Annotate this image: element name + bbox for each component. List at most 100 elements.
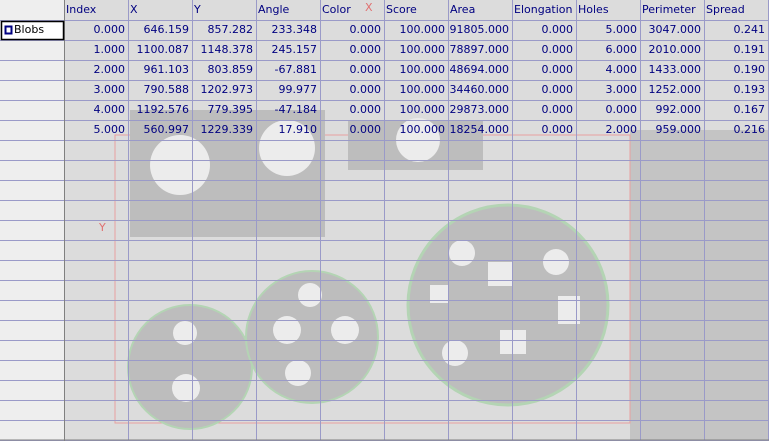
cell-value: 2.000 <box>94 63 126 76</box>
image-dark-region <box>630 130 769 441</box>
cell-value: 1229.339 <box>201 123 254 136</box>
cell-value: 0.167 <box>734 103 766 116</box>
cell-value: 779.395 <box>208 103 254 116</box>
cell-value: 245.157 <box>272 43 318 56</box>
image-hole <box>150 135 210 195</box>
cell-value: 0.000 <box>350 103 382 116</box>
image-hole <box>442 340 468 366</box>
cell-value: 4.000 <box>94 103 126 116</box>
image-hole <box>449 240 475 266</box>
image-hole <box>543 249 569 275</box>
image-hole <box>259 120 315 176</box>
cell-value: 3.000 <box>606 83 638 96</box>
cell-value: 233.348 <box>272 23 318 36</box>
cell-value: 790.588 <box>144 83 190 96</box>
cell-value: 0.000 <box>350 123 382 136</box>
image-hole <box>172 374 200 402</box>
cell-value: 78897.000 <box>450 43 510 56</box>
column-header: Holes <box>578 3 609 16</box>
column-header: Area <box>450 3 475 16</box>
cell-value: 857.282 <box>208 23 254 36</box>
cell-value: 100.000 <box>400 123 446 136</box>
cell-value: 961.103 <box>144 63 190 76</box>
cell-value: 1202.973 <box>201 83 254 96</box>
column-header: Color <box>322 3 351 16</box>
column-header: Spread <box>706 3 745 16</box>
column-header: Perimeter <box>642 3 696 16</box>
image-hole <box>488 262 512 286</box>
cell-value: 6.000 <box>606 43 638 56</box>
cell-value: 100.000 <box>400 63 446 76</box>
image-hole <box>558 296 580 324</box>
cell-value: 100.000 <box>400 83 446 96</box>
cell-value: 1.000 <box>94 43 126 56</box>
cell-value: 0.000 <box>350 83 382 96</box>
cell-value: 3047.000 <box>649 23 702 36</box>
image-hole <box>331 316 359 344</box>
cell-value: 1148.378 <box>201 43 254 56</box>
cell-value: 5.000 <box>94 123 126 136</box>
cell-value: -67.881 <box>275 63 317 76</box>
image-hole <box>430 285 448 303</box>
cell-value: 0.241 <box>734 23 766 36</box>
cell-value: 0.000 <box>606 103 638 116</box>
cell-value: 0.191 <box>734 43 766 56</box>
cell-value: 100.000 <box>400 43 446 56</box>
cell-value: 2.000 <box>606 123 638 136</box>
cell-value: 0.000 <box>542 23 574 36</box>
image-x-axis-label: X <box>365 1 373 14</box>
cell-value: 560.997 <box>144 123 190 136</box>
cell-value: 0.000 <box>542 123 574 136</box>
cell-value: 4.000 <box>606 63 638 76</box>
cell-value: 100.000 <box>400 103 446 116</box>
image-hole <box>298 283 322 307</box>
cell-value: 0.190 <box>734 63 766 76</box>
cell-value: 959.000 <box>656 123 702 136</box>
cell-value: 0.216 <box>734 123 766 136</box>
cell-value: 1192.576 <box>137 103 190 116</box>
column-header: Score <box>386 3 417 16</box>
cell-value: 0.000 <box>350 43 382 56</box>
cell-value: 0.000 <box>542 63 574 76</box>
cell-value: 2010.000 <box>649 43 702 56</box>
row-label-cell <box>0 20 65 41</box>
cell-value: 29873.000 <box>450 103 510 116</box>
cell-value: 0.193 <box>734 83 766 96</box>
cell-value: 18254.000 <box>450 123 510 136</box>
column-header: X <box>130 3 138 16</box>
cell-value: 0.000 <box>350 63 382 76</box>
cell-value: 3.000 <box>94 83 126 96</box>
image-blob <box>245 270 379 404</box>
image-hole <box>173 321 197 345</box>
cell-value: 803.859 <box>208 63 254 76</box>
cell-value: 34460.000 <box>450 83 510 96</box>
row-icon <box>4 25 13 35</box>
cell-value: 0.000 <box>542 43 574 56</box>
cell-value: 91805.000 <box>450 23 510 36</box>
cell-value: 100.000 <box>400 23 446 36</box>
cell-value: 0.000 <box>542 103 574 116</box>
column-header: Angle <box>258 3 290 16</box>
cell-value: 5.000 <box>606 23 638 36</box>
image-hole <box>273 316 301 344</box>
cell-value: 0.000 <box>94 23 126 36</box>
cell-value: 99.977 <box>279 83 318 96</box>
cell-value: 0.000 <box>542 83 574 96</box>
column-header: Y <box>193 3 201 16</box>
row-label: Blobs <box>14 23 44 36</box>
cell-value: 48694.000 <box>450 63 510 76</box>
cell-value: 1100.087 <box>137 43 190 56</box>
image-hole <box>285 360 311 386</box>
cell-value: 1433.000 <box>649 63 702 76</box>
cell-value: -47.184 <box>275 103 317 116</box>
cell-value: 1252.000 <box>649 83 702 96</box>
cell-value: 992.000 <box>656 103 702 116</box>
cell-value: 17.910 <box>279 123 318 136</box>
cell-value: 646.159 <box>144 23 190 36</box>
column-header: Index <box>66 3 97 16</box>
cell-value: 0.000 <box>350 23 382 36</box>
column-header: Elongation <box>514 3 573 16</box>
image-y-axis-label: Y <box>98 221 106 234</box>
